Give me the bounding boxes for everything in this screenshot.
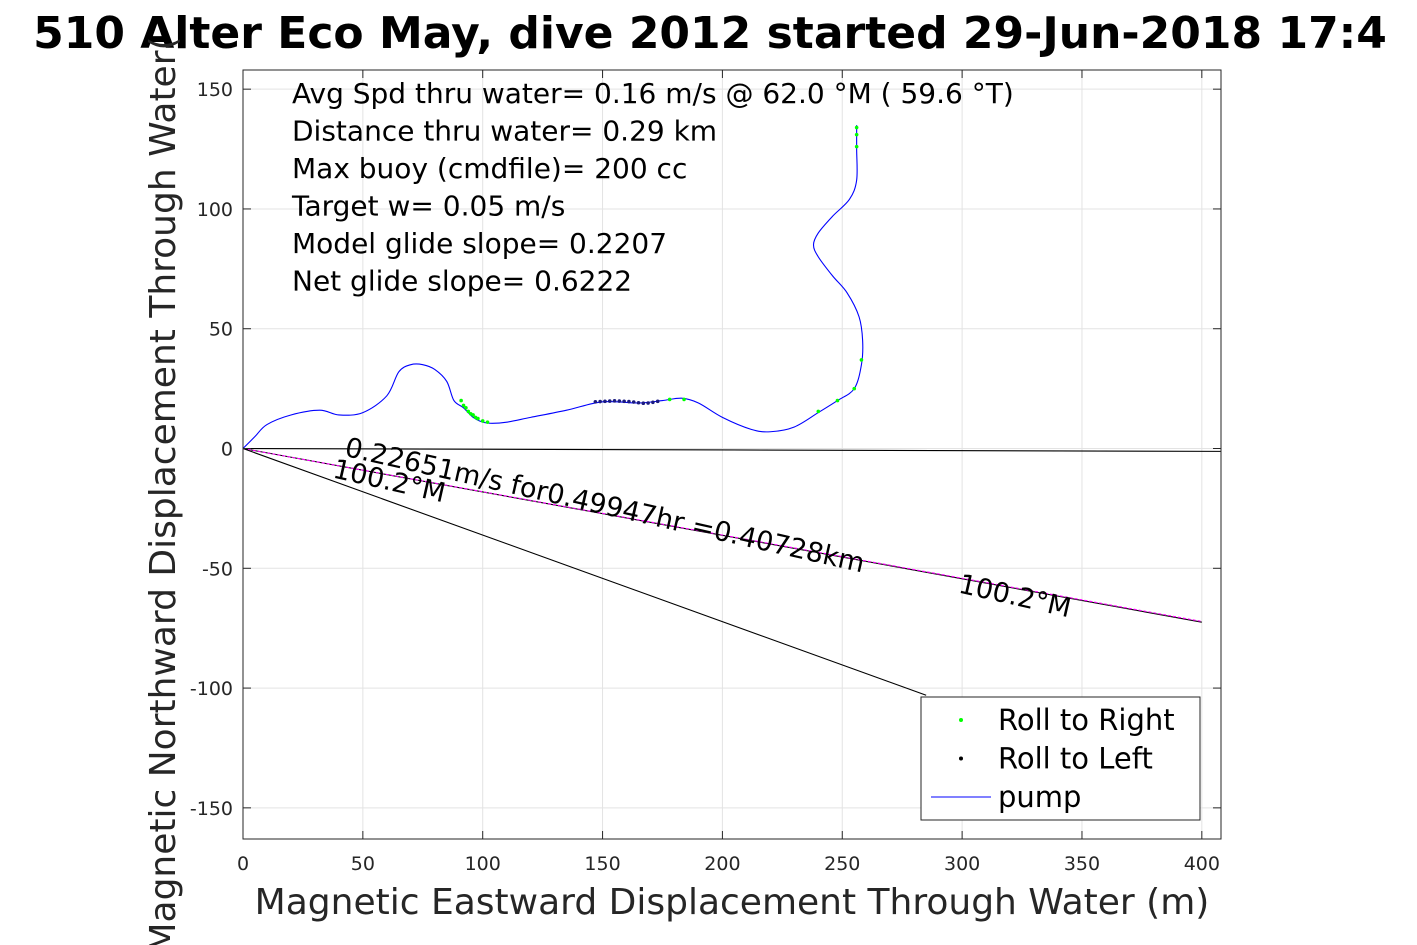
x-axis-label: Magnetic Eastward Displacement Through W… <box>255 882 1210 923</box>
text-note: Model glide slope= 0.2207 <box>292 227 667 260</box>
legend: Roll to Right Roll to Left pump <box>920 696 1201 821</box>
text-note: Avg Spd thru water= 0.16 m/s @ 62.0 °M (… <box>292 77 1014 110</box>
legend-label: Roll to Left <box>998 742 1153 776</box>
data-point-roll-to-right <box>854 144 859 149</box>
data-point-roll-to-right <box>835 398 840 403</box>
legend-marker <box>959 756 963 761</box>
data-point-roll-to-left <box>636 400 641 405</box>
data-point-roll-to-right <box>459 398 463 403</box>
data-point-roll-to-right <box>471 413 475 417</box>
data-point-roll-to-left <box>627 399 631 404</box>
data-point-roll-to-left <box>598 399 602 404</box>
data-point-roll-to-right <box>466 409 471 414</box>
x-tick-label: 200 <box>704 853 740 875</box>
x-tick-label: 150 <box>584 853 620 875</box>
text-note: Distance thru water= 0.29 km <box>292 115 717 148</box>
data-point-roll-to-right <box>667 397 672 402</box>
y-tick-label: -100 <box>190 678 233 700</box>
data-point-roll-to-left <box>612 399 617 403</box>
data-point-roll-to-left <box>617 399 622 403</box>
x-tick-label: 250 <box>824 853 860 875</box>
legend-marker <box>959 718 963 722</box>
data-point-roll-to-right <box>485 420 490 424</box>
text-note: Net glide slope= 0.6222 <box>292 265 632 298</box>
data-point-roll-to-right <box>464 405 468 410</box>
x-tick-label: 50 <box>351 853 375 875</box>
y-tick-label: -150 <box>190 798 233 820</box>
y-tick-label: 150 <box>197 79 233 101</box>
data-point-roll-to-left <box>655 399 660 404</box>
text-notes: Avg Spd thru water= 0.16 m/s @ 62.0 °M (… <box>291 77 1014 298</box>
legend-box <box>920 696 1201 821</box>
series-reference-line-bearing-magenta <box>242 447 1202 623</box>
x-tick-label: 350 <box>1064 853 1100 875</box>
chart-title: 510 Alter Eco May, dive 2012 started 29-… <box>33 8 1387 59</box>
data-point-roll-to-right <box>854 125 859 130</box>
series-layer <box>242 125 1222 696</box>
plot-border <box>242 69 1222 840</box>
y-tick-label: 100 <box>197 199 233 221</box>
x-tick-label: 100 <box>465 853 501 875</box>
y-axis-label: Magnetic Northward Displacement Through … <box>143 36 184 945</box>
data-point-roll-to-left <box>631 400 636 404</box>
x-tick-label: 400 <box>1184 853 1220 875</box>
series-reference-line-horizontal <box>242 447 1222 452</box>
text-note: Target w= 0.05 m/s <box>291 190 565 223</box>
data-point-roll-to-right <box>480 419 485 423</box>
data-point-roll-to-left <box>641 401 646 406</box>
y-tick-label: -50 <box>202 558 233 580</box>
data-point-roll-to-right <box>461 403 466 408</box>
data-point-roll-to-right <box>476 416 480 421</box>
data-point-roll-to-right <box>859 358 864 362</box>
data-point-roll-to-right <box>852 386 857 391</box>
y-tick-label: 0 <box>221 439 233 461</box>
text-note: Max buoy (cmdfile)= 200 cc <box>292 152 687 185</box>
x-tick-label: 300 <box>944 853 980 875</box>
data-point-roll-to-right <box>854 132 859 137</box>
series-reference-line-steep <box>242 447 927 696</box>
ticks: 0 50 100 150 200 250 300 350 400 150 100 50 0 -50 -100… <box>190 70 1221 875</box>
data-point-roll-to-left <box>646 401 650 405</box>
data-point-roll-to-left <box>603 399 607 404</box>
plot-area: 0 50 100 150 200 250 300 350 400 150 100 50 0 -50 -100… <box>190 69 1222 875</box>
data-point-roll-to-left <box>607 399 612 403</box>
legend-label: pump <box>998 780 1081 814</box>
data-point-roll-to-left <box>593 399 598 404</box>
data-point-roll-to-right <box>682 397 686 402</box>
data-point-roll-to-left <box>651 400 655 405</box>
data-point-roll-to-right <box>816 409 821 414</box>
x-tick-label: 0 <box>237 853 249 875</box>
y-tick-label: 50 <box>209 319 233 341</box>
data-point-roll-to-left <box>622 399 626 404</box>
legend-label: Roll to Right <box>998 703 1175 737</box>
